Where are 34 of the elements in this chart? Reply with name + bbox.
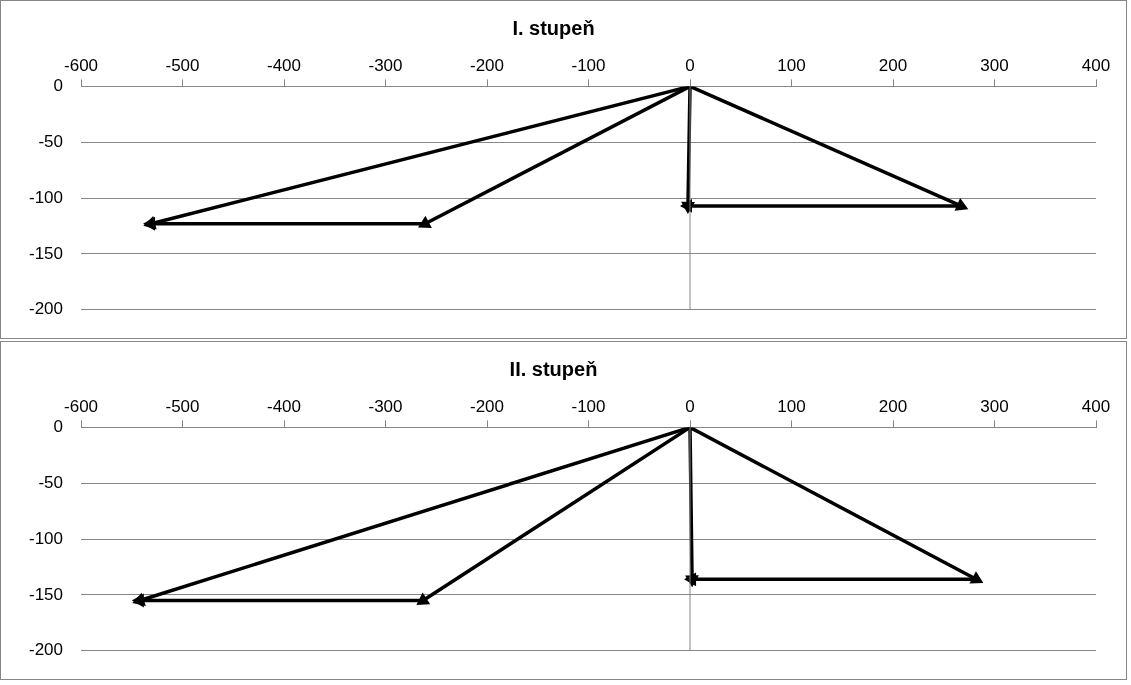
x-tick-label: 200: [878, 396, 908, 416]
chart-title: I. stupeň: [512, 16, 595, 39]
x-tick-label: 300: [980, 396, 1009, 416]
x-tick-label: 100: [777, 55, 806, 75]
y-tick-label: -100: [28, 187, 64, 207]
x-tick-label: -500: [165, 55, 200, 75]
x-tick-label: -500: [165, 396, 200, 416]
y-tick-label: -100: [28, 528, 64, 548]
y-tick-label: 0: [53, 417, 64, 437]
x-tick-label: -100: [571, 55, 606, 75]
x-tick-label: -600: [64, 396, 99, 416]
x-tick-label: -300: [368, 396, 403, 416]
y-tick-label: -150: [28, 243, 64, 263]
x-tick-label: 300: [980, 55, 1009, 75]
y-tick-label: -200: [28, 640, 64, 660]
x-tick-label: 400: [1081, 55, 1111, 75]
x-tick-label: -400: [267, 396, 302, 416]
y-tick-label: -150: [28, 584, 64, 604]
x-tick-label: 100: [777, 396, 806, 416]
x-tick-label: 200: [878, 55, 908, 75]
x-tick-label: -400: [267, 55, 302, 75]
x-tick-label: 0: [685, 55, 695, 75]
x-tick-label: -200: [470, 55, 505, 75]
x-tick-label: -100: [571, 396, 606, 416]
x-tick-label: -200: [470, 396, 505, 416]
x-tick-label: -600: [64, 55, 99, 75]
y-tick-label: -200: [28, 299, 64, 319]
y-tick-label: -50: [38, 472, 64, 492]
x-tick-label: 400: [1081, 396, 1111, 416]
y-tick-label: 0: [53, 76, 64, 96]
x-tick-label: -300: [368, 55, 403, 75]
x-tick-label: 0: [685, 396, 695, 416]
y-tick-label: -50: [38, 131, 64, 151]
chart-title: II. stupeň: [509, 357, 598, 380]
